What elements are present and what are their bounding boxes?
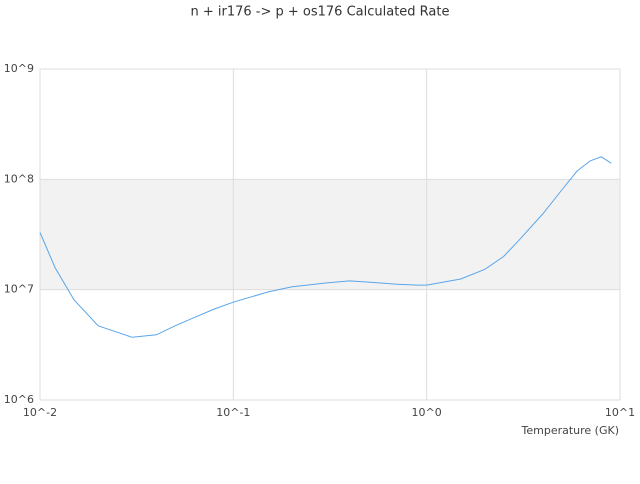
x-tick-label: 10^1	[605, 406, 635, 419]
y-tick-label: 10^8	[4, 172, 34, 185]
x-tick-label: 10^-1	[216, 406, 250, 419]
x-tick-label: 10^-2	[23, 406, 57, 419]
y-tick-label: 10^7	[4, 283, 34, 296]
data-line	[39, 156, 612, 338]
x-axis-label: Temperature (GK)	[521, 424, 620, 437]
y-tick-label: 10^9	[4, 62, 34, 75]
x-tick-label: 10^0	[412, 406, 442, 419]
chart-title: n + ir176 -> p + os176 Calculated Rate	[190, 5, 449, 20]
y-tick-label: 10^6	[4, 393, 34, 406]
grid-band	[40, 179, 620, 290]
